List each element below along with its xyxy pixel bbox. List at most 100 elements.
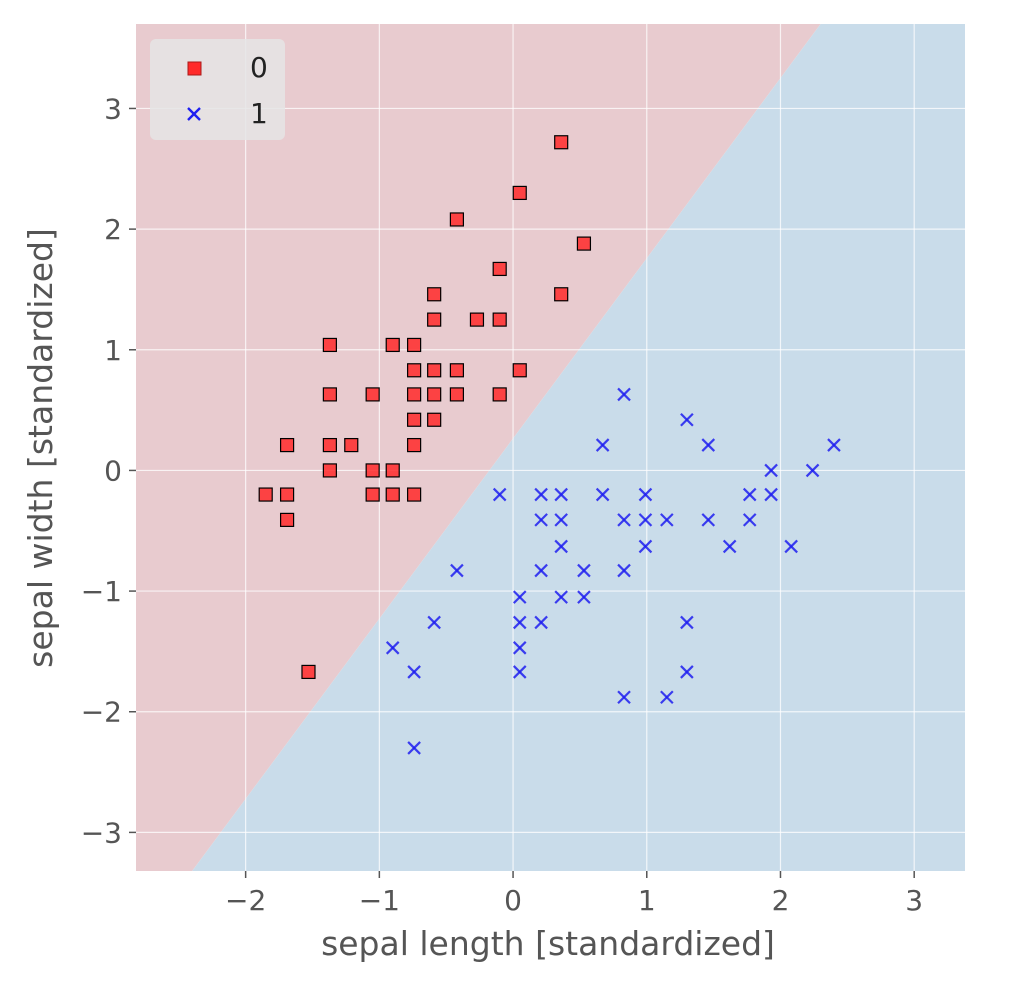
data-point-class-1 [638, 487, 653, 502]
data-point-class-0 [407, 412, 422, 427]
data-point-class-0 [449, 387, 465, 402]
y-tick-label: 1 [104, 334, 122, 367]
y-axis-label: sepal width [standardized] [21, 228, 60, 668]
data-point-class-1 [450, 563, 464, 578]
data-point-class-1 [554, 590, 568, 604]
data-point-class-1 [512, 615, 527, 630]
data-point-class-0 [492, 387, 507, 402]
data-point-class-1 [680, 665, 694, 679]
series-0 [258, 135, 592, 680]
data-point-class-1 [427, 615, 441, 630]
y-tick-label: 0 [104, 454, 122, 487]
data-point-class-0 [279, 512, 295, 527]
x-tick-label: 1 [638, 884, 656, 917]
data-point-class-0 [576, 236, 592, 251]
x-axis-label: sepal length [standardized] [321, 924, 775, 963]
data-point-class-1 [554, 539, 568, 554]
data-point-class-1 [722, 539, 737, 554]
data-point-class-0 [449, 363, 465, 378]
y-tick-label: −1 [81, 575, 122, 608]
data-point-class-0 [258, 487, 273, 502]
plot-area [136, 24, 965, 871]
data-point-class-1 [638, 513, 653, 527]
y-axis-ticks: −3 −2 −1 0 1 2 3 [81, 92, 136, 849]
data-point-class-0 [469, 312, 485, 327]
data-point-class-0 [365, 387, 380, 402]
data-point-class-1 [534, 487, 548, 502]
data-point-class-1 [617, 563, 631, 578]
data-point-class-1 [554, 487, 568, 502]
data-point-class-0 [512, 363, 527, 378]
data-point-class-1 [660, 690, 674, 705]
data-point-class-1 [742, 513, 757, 527]
data-point-class-0 [512, 185, 527, 201]
y-tick-label: 3 [104, 92, 122, 125]
data-point-class-1 [680, 615, 694, 630]
data-point-class-0 [407, 387, 422, 402]
data-point-class-1 [577, 590, 591, 604]
legend-marker-x [187, 107, 201, 121]
data-point-class-0 [322, 387, 337, 402]
data-point-class-1 [617, 690, 631, 705]
data-point-class-0 [492, 261, 507, 277]
data-point-class-0 [427, 312, 442, 327]
legend-marker-square [187, 61, 202, 76]
data-point-class-1 [764, 463, 778, 478]
data-point-class-0 [407, 487, 422, 502]
data-point-class-0 [427, 287, 442, 302]
data-point-class-1 [512, 590, 527, 604]
x-tick-label: 3 [905, 884, 923, 917]
data-point-class-1 [680, 412, 694, 427]
x-axis-ticks: −2 −1 0 1 2 3 [225, 871, 923, 917]
data-point-class-0 [279, 487, 295, 502]
series-1 [385, 387, 841, 755]
data-point-class-0 [449, 212, 465, 227]
decision-region-class-0 [136, 24, 821, 871]
data-point-class-0 [427, 363, 442, 378]
data-point-class-0 [322, 337, 337, 353]
data-point-class-1 [512, 641, 527, 655]
data-point-class-1 [660, 513, 674, 527]
data-point-class-1 [638, 539, 653, 554]
data-point-class-1 [534, 513, 548, 527]
data-point-class-1 [407, 665, 421, 679]
legend-box [150, 39, 285, 140]
data-point-class-1 [805, 463, 820, 478]
data-point-class-0 [492, 312, 507, 327]
y-tick-label: −2 [81, 696, 122, 729]
data-point-class-1 [595, 438, 610, 452]
data-point-class-0 [385, 463, 400, 478]
x-tick-label: 2 [772, 884, 790, 917]
data-point-class-0 [385, 337, 400, 353]
x-tick-label: −1 [359, 884, 400, 917]
data-point-class-0 [301, 664, 316, 680]
data-point-class-1 [742, 487, 757, 502]
data-point-class-1 [701, 438, 716, 452]
data-point-class-0 [407, 337, 422, 353]
data-point-class-1 [595, 487, 610, 502]
data-point-class-1 [577, 563, 591, 578]
data-point-class-1 [534, 615, 548, 630]
legend-label-0: 0 [250, 51, 268, 84]
data-point-class-0 [554, 135, 569, 150]
data-point-class-0 [365, 463, 380, 478]
data-point-class-0 [322, 463, 337, 478]
data-point-class-0 [554, 287, 569, 302]
data-point-class-1 [701, 513, 716, 527]
data-point-class-1 [512, 665, 527, 679]
x-tick-label: −2 [225, 884, 266, 917]
data-point-class-0 [407, 363, 422, 378]
data-point-class-0 [279, 437, 295, 453]
data-point-class-0 [427, 412, 442, 427]
data-point-class-1 [617, 513, 631, 527]
data-point-class-0 [407, 437, 422, 453]
data-point-class-1 [827, 438, 841, 452]
data-points [258, 135, 841, 755]
data-point-class-0 [385, 487, 400, 502]
y-tick-label: −3 [81, 816, 122, 849]
data-point-class-1 [534, 563, 548, 578]
data-point-class-1 [492, 487, 507, 502]
data-point-class-1 [784, 539, 798, 554]
data-point-class-0 [427, 387, 442, 402]
